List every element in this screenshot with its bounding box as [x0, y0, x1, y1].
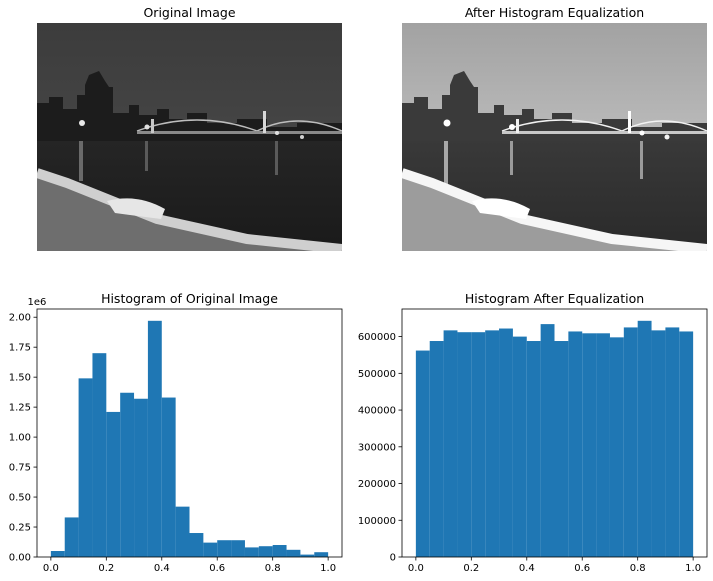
orig-bar — [64, 517, 79, 557]
eq-y-tick-label: 400000 — [358, 406, 396, 417]
orig-bar — [300, 554, 315, 557]
orig-bar — [286, 549, 301, 557]
eq-x-tick-label: 0.0 — [408, 563, 424, 574]
orig-chart-title: Histogram of Original Image — [101, 291, 278, 306]
orig-y-tick-label: 0.50 — [9, 493, 31, 504]
eq-x-tick-label: 0.2 — [463, 563, 479, 574]
original-image-title: Original Image — [143, 5, 236, 20]
orig-bar — [78, 378, 93, 557]
eq-bar — [471, 332, 486, 557]
orig-bar — [258, 546, 273, 557]
orig-axes-frame — [36, 308, 343, 558]
orig-bar — [147, 320, 162, 557]
eq-bar — [415, 350, 430, 557]
orig-bar — [231, 540, 245, 557]
orig-offset-text: 1e6 — [28, 297, 47, 308]
orig-y-tick-label: 1.25 — [9, 403, 31, 414]
orig-x-tick-label: 0.6 — [209, 563, 225, 574]
orig-bar — [314, 552, 329, 557]
eq-bar — [623, 327, 638, 557]
orig-bar — [161, 397, 176, 557]
original-image — [37, 23, 342, 251]
eq-bar — [609, 337, 624, 557]
eq-bar — [554, 341, 569, 557]
orig-bar — [203, 542, 218, 557]
eq-bar — [651, 330, 666, 557]
orig-x-tick-label: 0.8 — [265, 563, 281, 574]
eq-bar — [665, 327, 680, 557]
orig-bar — [134, 398, 148, 557]
orig-y-tick-label: 1.50 — [9, 373, 31, 384]
eq-y-tick-label: 100000 — [358, 516, 396, 527]
eq-x-tick-label: 0.6 — [574, 563, 590, 574]
orig-bar — [217, 540, 232, 557]
eq-bar — [443, 330, 458, 557]
eq-y-tick-label: 200000 — [358, 479, 396, 490]
orig-bar — [92, 353, 107, 557]
orig-bar — [272, 545, 287, 557]
eq-x-tick-label: 0.4 — [519, 563, 535, 574]
eq-bar — [596, 333, 610, 557]
orig-y-tick-label: 0.25 — [9, 523, 31, 534]
eq-bar — [540, 324, 555, 557]
orig-x-tick-label: 0.4 — [154, 563, 170, 574]
eq-y-tick-label: 0 — [390, 553, 396, 564]
eq-y-tick-label: 300000 — [358, 442, 396, 453]
orig-bar — [244, 547, 259, 557]
equalized-image — [402, 23, 707, 251]
eq-chart-title: Histogram After Equalization — [465, 291, 644, 306]
orig-bar — [120, 392, 135, 557]
eq-bar — [485, 330, 500, 557]
orig-bar — [189, 533, 204, 557]
eq-bar — [637, 320, 652, 557]
eq-bar — [582, 333, 597, 557]
orig-y-tick-label: 1.00 — [9, 433, 31, 444]
eq-y-tick-label: 500000 — [358, 369, 396, 380]
orig-x-tick-label: 0.0 — [43, 563, 59, 574]
eq-y-tick-label: 600000 — [358, 332, 396, 343]
eq-bar — [512, 336, 527, 557]
orig-y-tick-label: 0.00 — [9, 553, 31, 564]
orig-bar — [50, 551, 65, 557]
orig-x-tick-label: 1.0 — [320, 563, 336, 574]
orig-y-tick-label: 0.75 — [9, 463, 31, 474]
eq-bar — [429, 341, 444, 557]
equalized-image-title: After Histogram Equalization — [464, 5, 645, 20]
eq-bar — [499, 328, 513, 557]
eq-x-tick-label: 1.0 — [685, 563, 701, 574]
orig-x-tick-label: 0.2 — [98, 563, 114, 574]
eq-bar — [457, 332, 472, 557]
eq-axes-frame — [401, 308, 708, 558]
orig-bar — [175, 506, 190, 557]
orig-bar — [106, 411, 121, 557]
eq-bar — [526, 341, 541, 557]
eq-bar — [679, 331, 694, 557]
eq-x-tick-label: 0.8 — [630, 563, 646, 574]
orig-y-tick-label: 2.00 — [9, 313, 31, 324]
orig-y-tick-label: 1.75 — [9, 343, 31, 354]
eq-bar — [568, 331, 583, 557]
